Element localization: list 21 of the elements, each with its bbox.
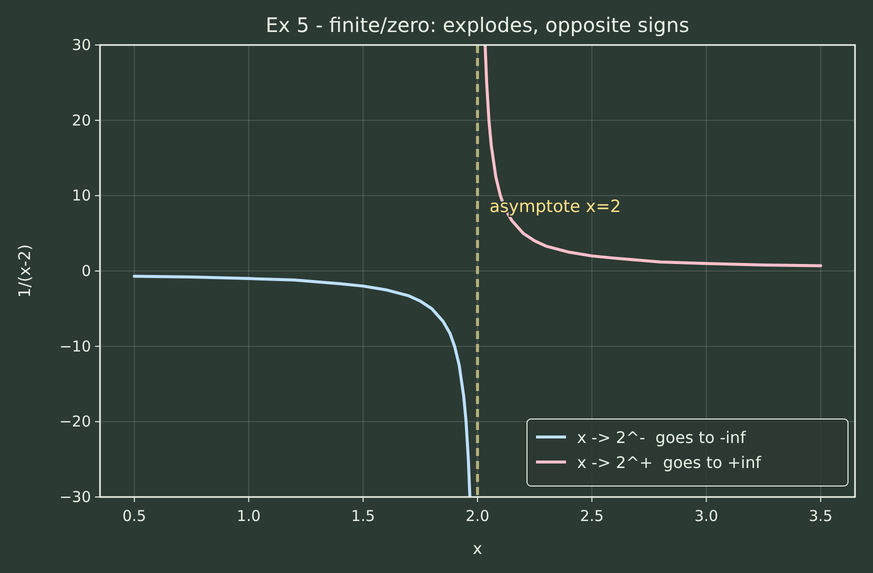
y-tick-label: 20 xyxy=(72,111,91,130)
x-tick-label: 0.5 xyxy=(122,507,146,525)
y-axis-title: 1/(x-2) xyxy=(15,244,34,298)
x-tick-label: 2.0 xyxy=(466,507,490,525)
y-tick-label: 30 xyxy=(72,36,91,54)
y-tick-label: 10 xyxy=(72,186,91,205)
x-tick-label: 1.5 xyxy=(351,507,376,525)
legend-label: x -> 2^- goes to -inf xyxy=(577,428,746,447)
y-tick-label: −20 xyxy=(59,412,91,431)
x-tick-label: 3.0 xyxy=(694,507,718,525)
x-tick-label: 3.5 xyxy=(808,507,833,525)
line-series xyxy=(132,274,472,497)
x-tick-label: 1.0 xyxy=(236,507,261,525)
line-series xyxy=(484,45,822,268)
x-tick-label: 2.5 xyxy=(580,507,604,525)
y-tick-label: −10 xyxy=(59,337,91,356)
chart-title: Ex 5 - finite/zero: explodes, opposite signs xyxy=(266,13,690,37)
y-tick-label: 0 xyxy=(81,262,91,280)
x-axis-title: x xyxy=(472,539,482,558)
legend-label: x -> 2^+ goes to +inf xyxy=(577,453,762,472)
y-tick-label: −30 xyxy=(59,488,91,506)
